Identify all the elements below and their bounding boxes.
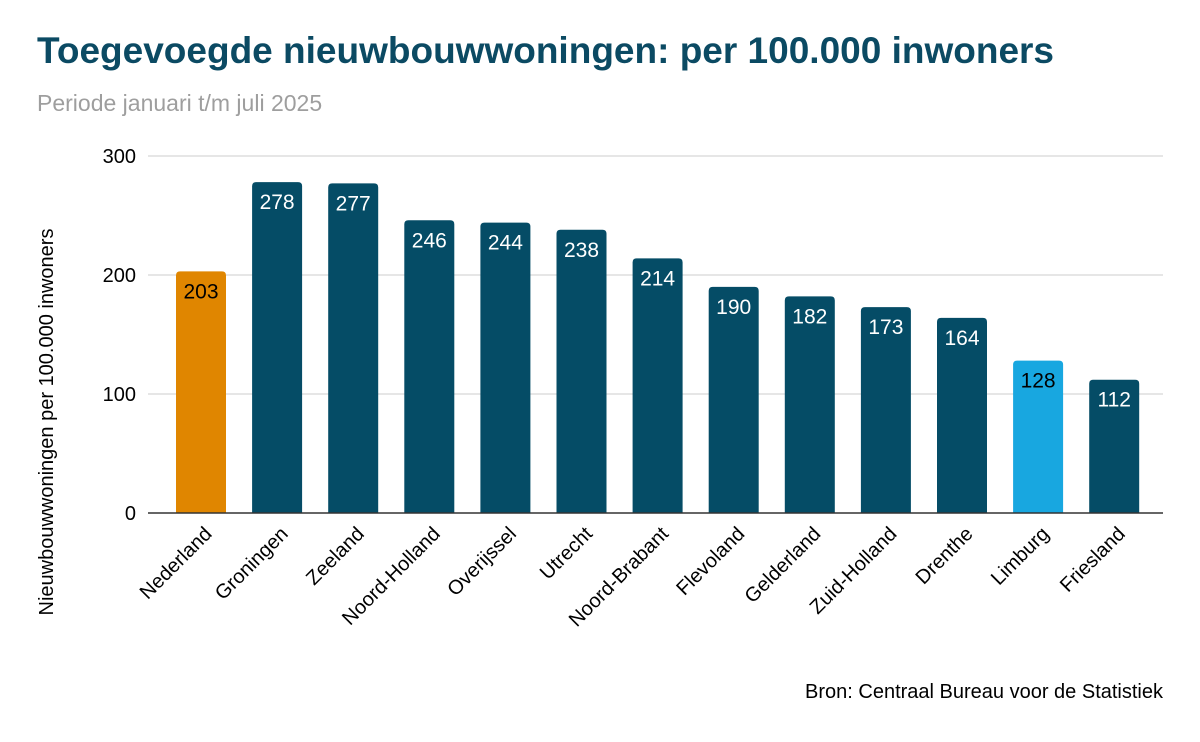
data-label: 128 (1021, 370, 1056, 393)
data-label: 164 (944, 327, 979, 350)
bar-utrecht (556, 229, 607, 513)
source-note: Bron: Centraal Bureau voor de Statistiek (805, 681, 1163, 703)
chart-subtitle: Periode januari t/m juli 2025 (37, 90, 323, 116)
bar-flevoland (708, 286, 759, 513)
data-label: 214 (640, 267, 675, 290)
bar-nederland (176, 271, 226, 513)
bar-zuid-holland (860, 307, 911, 513)
category-label: Overijssel (443, 523, 521, 601)
y-axis-ticks: 0 100 200 300 (103, 146, 136, 525)
y-tick-label: 300 (103, 146, 136, 168)
bar-gelderland (784, 296, 835, 513)
chart-title: Toegevoegde nieuwbouwwoningen: per 100.0… (37, 30, 1054, 71)
category-label: Utrecht (536, 523, 597, 584)
data-label: 238 (564, 239, 599, 262)
category-label: Limburg (987, 523, 1054, 590)
data-label: 112 (1097, 389, 1130, 412)
category-label: Nederland (136, 523, 217, 604)
data-label: 173 (868, 316, 903, 339)
bar-noord-brabant (632, 258, 683, 513)
data-label: 182 (792, 305, 827, 328)
bar-groningen (252, 182, 303, 513)
bar-overijssel (480, 222, 531, 513)
data-label: 203 (183, 280, 218, 303)
data-labels: 203 278 277 246 244 238 214 190 182 173 164 128 112 (183, 191, 1130, 412)
bar-zeeland (328, 183, 379, 513)
data-label: 246 (412, 229, 447, 252)
data-label: 278 (260, 191, 295, 214)
data-label: 277 (336, 192, 371, 215)
category-label: Friesland (1056, 523, 1130, 597)
bar-noord-holland (404, 220, 455, 513)
bars (176, 182, 1140, 513)
category-label: Groningen (211, 523, 293, 605)
y-tick-label: 100 (103, 384, 136, 406)
category-label: Zeeland (302, 523, 369, 590)
y-tick-label: 0 (125, 503, 136, 525)
category-label: Drenthe (912, 523, 978, 589)
bar-drenthe (937, 317, 987, 513)
y-tick-label: 200 (103, 265, 136, 287)
category-label: Flevoland (672, 523, 749, 600)
y-axis-title: Nieuwbouwwoningen per 100.000 inwoners (36, 229, 58, 616)
data-label: 244 (488, 232, 523, 255)
bar-limburg (1013, 360, 1064, 513)
bar-friesland (1089, 379, 1140, 513)
data-label: 190 (716, 296, 751, 319)
